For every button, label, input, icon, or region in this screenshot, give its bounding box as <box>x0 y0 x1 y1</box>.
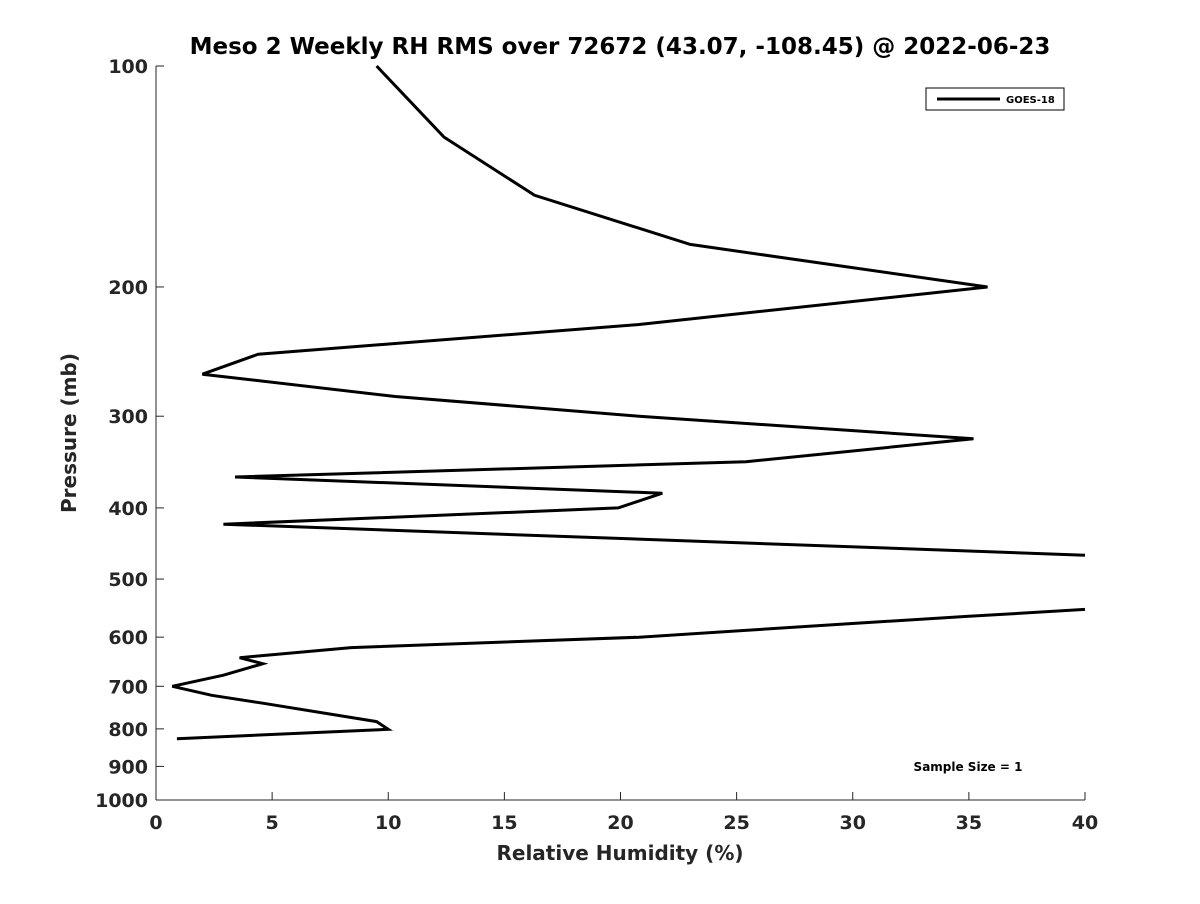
y-tick-label: 500 <box>108 569 148 591</box>
y-tick-label: 1000 <box>95 790 148 812</box>
x-tick-label: 40 <box>1072 812 1098 834</box>
plot-area: 0 5 10 15 20 25 30 35 40 100 200 300 400 500 600 700 800… <box>95 56 1098 834</box>
series-line-1 <box>201 64 1086 557</box>
y-tick-label: 300 <box>108 406 148 428</box>
y-tick-label: 700 <box>108 676 148 698</box>
sample-size-annotation: Sample Size = 1 <box>914 760 1023 774</box>
x-tick-label: 15 <box>491 812 517 834</box>
series-line-2 <box>171 607 1086 741</box>
chart-title: Meso 2 Weekly RH RMS over 72672 (43.07, … <box>190 34 1051 60</box>
y-tick-label: 400 <box>108 498 148 520</box>
y-tick-label: 100 <box>108 56 148 78</box>
y-tick-label: 200 <box>108 277 148 299</box>
y-tick-label: 600 <box>108 627 148 649</box>
x-tick-label: 0 <box>149 812 162 834</box>
y-tick-label: 900 <box>108 756 148 778</box>
x-tick-label: 5 <box>266 812 279 834</box>
y-axis-label: Pressure (mb) <box>57 353 81 513</box>
x-tick-label: 35 <box>956 812 982 834</box>
y-tick-label: 800 <box>108 719 148 741</box>
x-tick-label: 10 <box>375 812 401 834</box>
x-axis-label: Relative Humidity (%) <box>496 841 743 865</box>
legend: GOES-18 <box>925 87 1065 111</box>
x-tick-label: 25 <box>723 812 749 834</box>
x-tick-label: 20 <box>607 812 633 834</box>
legend-label: GOES-18 <box>1006 95 1055 106</box>
x-tick-label: 30 <box>840 812 866 834</box>
